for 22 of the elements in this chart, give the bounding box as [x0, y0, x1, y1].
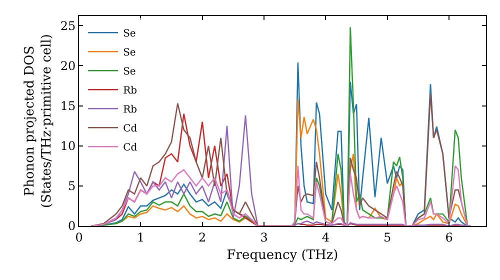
y-axis-title: Phonon projected DOS (States/THz·primitive cell) [22, 34, 54, 208]
y-tick-label: 20 [60, 58, 76, 73]
y-tick-label: 5 [68, 179, 76, 194]
line-series [90, 165, 472, 226]
x-tick-label: 4 [322, 230, 330, 244]
x-tick-label: 1 [136, 230, 144, 244]
y-tick-label: 10 [60, 139, 76, 154]
legend-label: Se [123, 66, 136, 78]
y-tick-label: 25 [60, 18, 76, 33]
y-tick-label: 15 [60, 98, 76, 113]
legend-label: Cd [123, 142, 138, 154]
x-tick-label: 6 [445, 230, 453, 244]
x-axis-title: Frequency (THz) [226, 248, 338, 263]
legend-label: Cd [123, 124, 138, 134]
y-tick-label: 0 [68, 219, 76, 234]
x-tick-label: 5 [384, 230, 392, 244]
x-tick-label: 2 [198, 230, 206, 244]
legend-label: Se [123, 48, 136, 58]
legend-label: Rb [123, 86, 138, 96]
legend-label: Se [123, 28, 136, 40]
legend-label: Rb [123, 104, 138, 116]
x-tick-label: 3 [260, 230, 268, 244]
